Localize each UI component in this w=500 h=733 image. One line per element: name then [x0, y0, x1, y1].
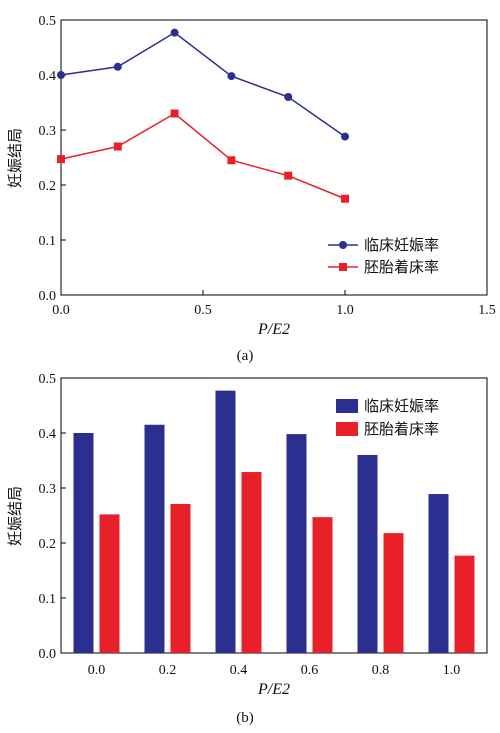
x-tick-label: 0.0: [88, 663, 106, 678]
x-tick-label: 1.0: [336, 303, 354, 318]
data-point: [57, 71, 65, 79]
line-chart-panel: 0.0 0.1 0.2 0.3 0.4 0.5 0.0 0.5 1.0 1.5 临床妊娠率胚胎着…: [6, 14, 496, 364]
bar-series-2: [99, 514, 120, 653]
y-tick-label: 0.4: [39, 427, 57, 442]
legend-label: 胚胎着床率: [364, 258, 439, 276]
y-tick-label: 0.5: [39, 14, 57, 29]
x-tick-label: 0.8: [372, 663, 390, 678]
x-axis-label: P/E2: [257, 321, 290, 338]
bar-series-1: [144, 424, 165, 653]
legend-swatch: [336, 399, 358, 413]
bar-series-1: [428, 494, 449, 653]
bar-series-2: [312, 517, 333, 653]
legend-label: 胚胎着床率: [364, 420, 439, 438]
plot-frame: [60, 377, 488, 654]
data-point: [227, 156, 236, 165]
x-tick-label: 1.5: [478, 303, 496, 318]
bar-series-1: [286, 434, 307, 653]
data-point: [341, 132, 349, 141]
data-point: [57, 155, 65, 164]
x-axis-label: P/E2: [257, 681, 290, 698]
bar-chart-panel: 0.0 0.1 0.2 0.3 0.4 0.5 0.0 0.2 0.4 0.6 0.8 1.0 临床…: [6, 372, 488, 726]
y-tick-label: 0.4: [39, 69, 57, 84]
bar-series-2: [241, 472, 262, 653]
x-tick-label: 0.4: [230, 663, 248, 678]
y-tick-label: 0.1: [39, 234, 57, 249]
y-tick-label: 0.5: [39, 372, 57, 387]
legend-label: 临床妊娠率: [364, 236, 439, 254]
y-tick-label: 0.3: [39, 482, 57, 497]
series-line-1: [60, 31, 346, 138]
legend-label: 临床妊娠率: [364, 397, 439, 415]
y-tick-label: 0.1: [39, 592, 57, 607]
data-point: [113, 142, 122, 151]
legend-swatch: [336, 422, 358, 436]
x-tick-label: 0.5: [194, 303, 212, 318]
y-tick-label: 0.0: [39, 647, 57, 662]
bar-series-1: [357, 455, 378, 653]
legend-marker: [339, 241, 347, 249]
legend-marker: [339, 263, 347, 271]
x-tick-label: 0.6: [301, 663, 319, 678]
y-tick-label: 0.2: [39, 537, 57, 552]
y-tick-label: 0.3: [39, 124, 57, 139]
caption-b: (b): [236, 710, 254, 726]
data-point: [227, 72, 236, 81]
x-tick-label: 0.0: [52, 303, 70, 318]
data-point: [170, 28, 179, 37]
y-axis-label: 妊娠结局: [6, 128, 24, 188]
bar-series-2: [383, 533, 404, 653]
series-line-2: [60, 112, 346, 200]
data-point: [113, 62, 122, 71]
bar-series-2: [170, 503, 191, 653]
x-tick-label: 1.0: [443, 663, 461, 678]
caption-a: (a): [237, 348, 254, 364]
bar-series-2: [454, 555, 475, 653]
x-tick-label: 0.2: [159, 663, 177, 678]
data-point: [284, 93, 293, 101]
y-tick-label: 0.0: [39, 289, 57, 304]
bar-series-1: [215, 390, 236, 653]
y-tick-label: 0.2: [39, 179, 57, 194]
y-axis-label: 妊娠结局: [6, 486, 24, 546]
data-point: [170, 109, 179, 118]
data-point: [341, 194, 349, 203]
bar-series-1: [73, 433, 94, 653]
data-point: [284, 171, 293, 180]
